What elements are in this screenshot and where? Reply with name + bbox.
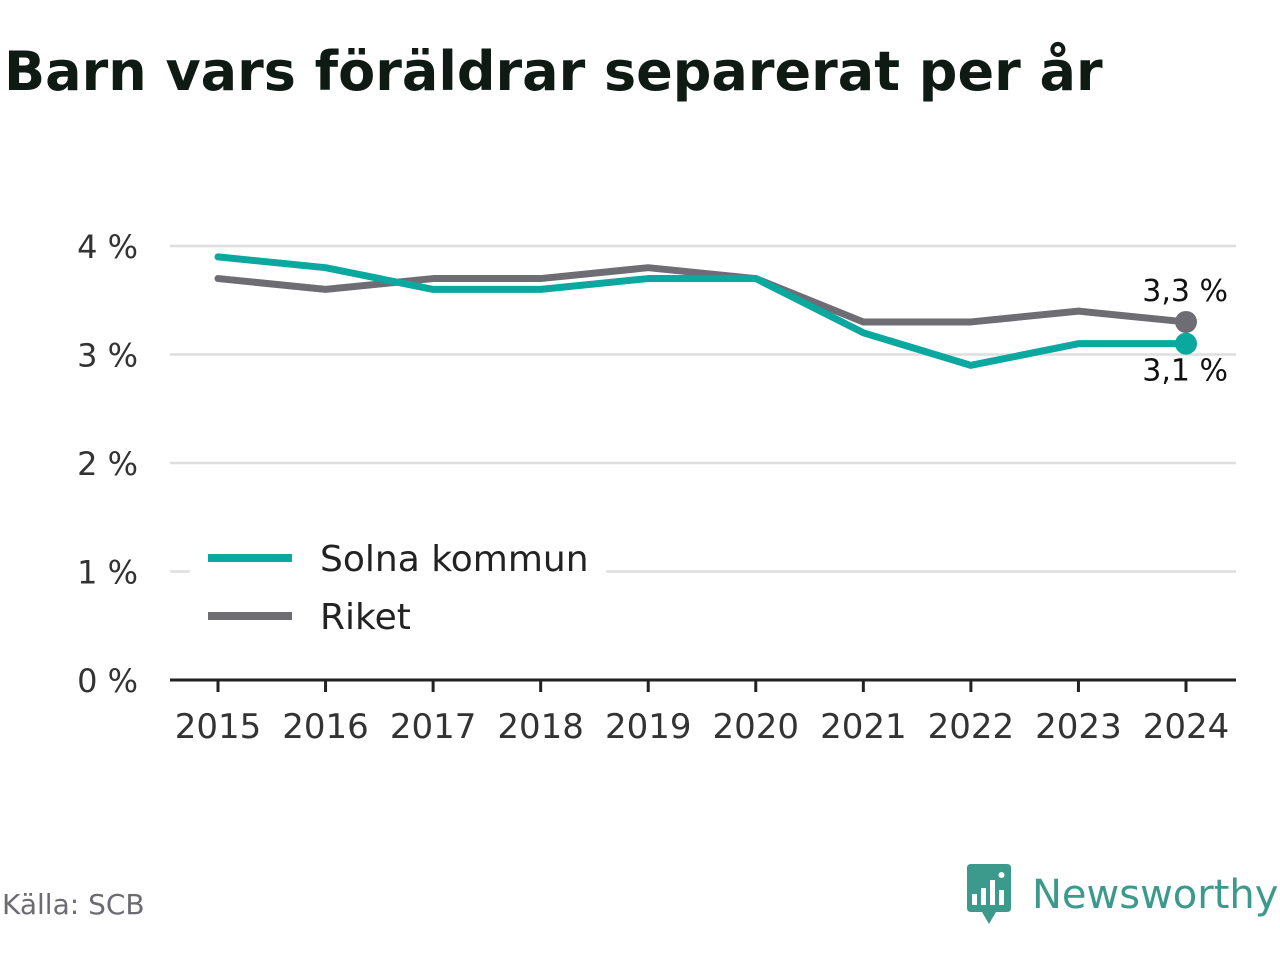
y-tick-label: 1 % — [77, 554, 138, 592]
series-line — [214, 253, 1190, 369]
x-tick-label: 2018 — [497, 707, 584, 747]
brand-name: Newsworthy — [1032, 872, 1279, 918]
x-tick-label: 2015 — [175, 707, 262, 747]
newsworthy-logo-icon — [967, 864, 1011, 924]
y-tick-label: 4 % — [77, 228, 138, 266]
y-tick-label: 0 % — [77, 662, 138, 700]
chart-title: Barn vars föräldrar separerat per år — [4, 40, 1103, 103]
y-axis-ticks: 0 % 1 % 2 % 3 % 4 % — [77, 228, 138, 700]
legend-label: Solna kommun — [320, 539, 589, 580]
legend: Solna kommun Riket — [190, 528, 606, 648]
x-tick-label: 2019 — [605, 707, 692, 747]
x-tick-label: 2016 — [282, 707, 369, 747]
end-labels: 3,3 % 3,1 % — [1142, 274, 1228, 389]
y-tick-label: 3 % — [77, 337, 138, 375]
gridlines — [170, 244, 1236, 573]
x-axis: 2015 2016 2017 2018 2019 2020 2021 2022 2023 2024 — [170, 678, 1236, 747]
x-tick-label: 2020 — [713, 707, 800, 747]
x-tick-label: 2021 — [820, 707, 907, 747]
end-label-solna: 3,1 % — [1142, 354, 1228, 389]
x-tick-label: 2022 — [928, 707, 1015, 747]
x-tick-label: 2024 — [1143, 707, 1230, 747]
end-label-riket: 3,3 % — [1142, 274, 1228, 309]
brand-logo-block: Newsworthy — [964, 864, 1278, 926]
series-end-point — [1175, 310, 1197, 333]
x-tick-label: 2023 — [1035, 707, 1122, 747]
legend-label: Riket — [320, 597, 411, 638]
source-note: Källa: SCB — [2, 888, 145, 921]
series-line — [214, 264, 1190, 326]
y-tick-label: 2 % — [77, 445, 138, 483]
series-lines — [214, 253, 1197, 369]
x-tick-label: 2017 — [390, 707, 477, 747]
series-end-point — [1175, 332, 1197, 355]
legend-background — [190, 528, 606, 648]
